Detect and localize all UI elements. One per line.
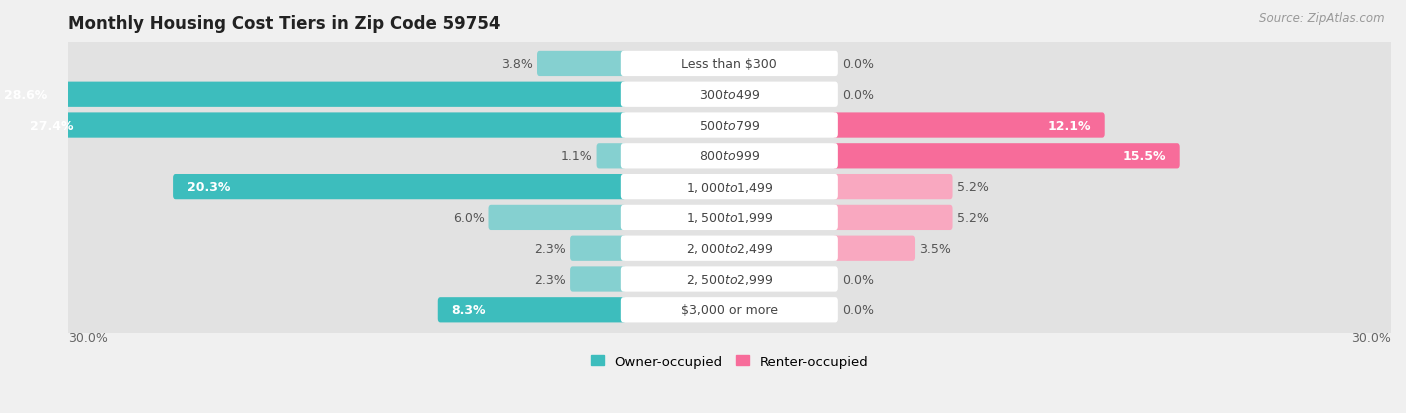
FancyBboxPatch shape xyxy=(60,254,1398,304)
Text: 15.5%: 15.5% xyxy=(1122,150,1166,163)
FancyBboxPatch shape xyxy=(537,52,626,77)
Text: 3.5%: 3.5% xyxy=(920,242,950,255)
FancyBboxPatch shape xyxy=(621,297,838,323)
Text: $2,000 to $2,499: $2,000 to $2,499 xyxy=(686,242,773,256)
Text: $1,500 to $1,999: $1,500 to $1,999 xyxy=(686,211,773,225)
Text: 2.3%: 2.3% xyxy=(534,242,567,255)
Text: 30.0%: 30.0% xyxy=(67,331,107,344)
FancyBboxPatch shape xyxy=(173,175,626,200)
Text: $500 to $799: $500 to $799 xyxy=(699,119,761,132)
FancyBboxPatch shape xyxy=(621,175,838,200)
FancyBboxPatch shape xyxy=(60,132,1398,181)
Text: Less than $300: Less than $300 xyxy=(682,58,778,71)
FancyBboxPatch shape xyxy=(832,113,1105,138)
FancyBboxPatch shape xyxy=(60,162,1398,212)
FancyBboxPatch shape xyxy=(60,39,1398,89)
FancyBboxPatch shape xyxy=(569,236,626,261)
FancyBboxPatch shape xyxy=(596,144,626,169)
FancyBboxPatch shape xyxy=(621,267,838,292)
Text: 28.6%: 28.6% xyxy=(4,88,46,102)
Text: 0.0%: 0.0% xyxy=(842,273,873,286)
FancyBboxPatch shape xyxy=(621,83,838,108)
Text: 30.0%: 30.0% xyxy=(1351,331,1391,344)
FancyBboxPatch shape xyxy=(621,113,838,138)
FancyBboxPatch shape xyxy=(621,144,838,169)
Text: 6.0%: 6.0% xyxy=(453,211,485,224)
FancyBboxPatch shape xyxy=(60,101,1398,151)
FancyBboxPatch shape xyxy=(488,205,626,230)
Text: 5.2%: 5.2% xyxy=(956,211,988,224)
FancyBboxPatch shape xyxy=(17,113,626,138)
Text: 27.4%: 27.4% xyxy=(30,119,73,132)
Text: 8.3%: 8.3% xyxy=(451,304,486,316)
FancyBboxPatch shape xyxy=(60,193,1398,243)
Text: 12.1%: 12.1% xyxy=(1047,119,1091,132)
Text: 0.0%: 0.0% xyxy=(842,58,873,71)
FancyBboxPatch shape xyxy=(60,70,1398,120)
Text: $800 to $999: $800 to $999 xyxy=(699,150,761,163)
Text: 0.0%: 0.0% xyxy=(842,88,873,102)
FancyBboxPatch shape xyxy=(0,83,626,108)
FancyBboxPatch shape xyxy=(621,205,838,230)
Text: 5.2%: 5.2% xyxy=(956,180,988,194)
FancyBboxPatch shape xyxy=(832,175,952,200)
Text: 3.8%: 3.8% xyxy=(501,58,533,71)
FancyBboxPatch shape xyxy=(832,236,915,261)
Text: 1.1%: 1.1% xyxy=(561,150,592,163)
Legend: Owner-occupied, Renter-occupied: Owner-occupied, Renter-occupied xyxy=(585,349,873,373)
FancyBboxPatch shape xyxy=(621,236,838,261)
Text: $3,000 or more: $3,000 or more xyxy=(681,304,778,316)
Text: 0.0%: 0.0% xyxy=(842,304,873,316)
FancyBboxPatch shape xyxy=(832,205,952,230)
Text: Source: ZipAtlas.com: Source: ZipAtlas.com xyxy=(1260,12,1385,25)
FancyBboxPatch shape xyxy=(569,267,626,292)
FancyBboxPatch shape xyxy=(832,144,1180,169)
Text: Monthly Housing Cost Tiers in Zip Code 59754: Monthly Housing Cost Tiers in Zip Code 5… xyxy=(67,15,501,33)
FancyBboxPatch shape xyxy=(60,285,1398,335)
Text: $300 to $499: $300 to $499 xyxy=(699,88,761,102)
Text: 20.3%: 20.3% xyxy=(187,180,231,194)
FancyBboxPatch shape xyxy=(60,224,1398,273)
Text: 2.3%: 2.3% xyxy=(534,273,567,286)
Text: $2,500 to $2,999: $2,500 to $2,999 xyxy=(686,272,773,286)
FancyBboxPatch shape xyxy=(621,52,838,77)
FancyBboxPatch shape xyxy=(437,297,626,323)
Text: $1,000 to $1,499: $1,000 to $1,499 xyxy=(686,180,773,194)
